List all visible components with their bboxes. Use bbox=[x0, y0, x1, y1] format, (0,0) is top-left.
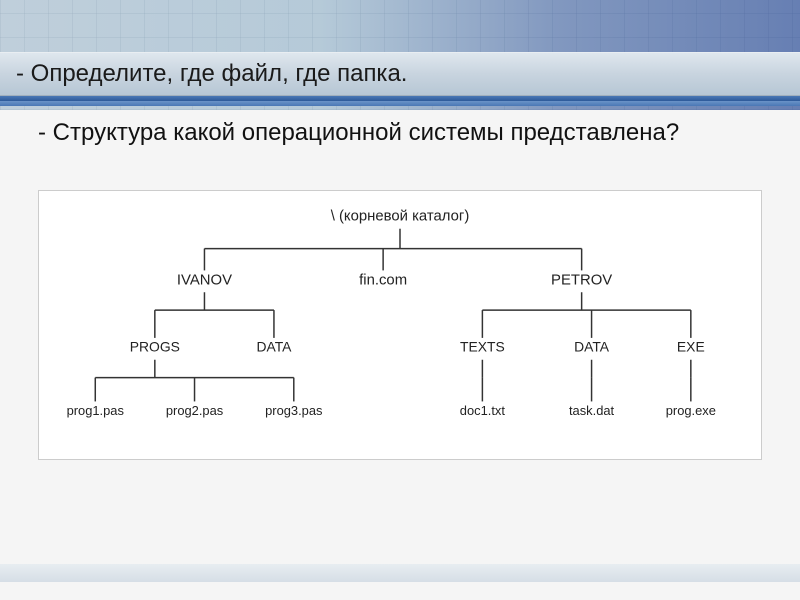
tree-node-label: prog3.pas bbox=[265, 403, 322, 418]
tree-node-label: \ (корневой каталог) bbox=[331, 209, 470, 225]
tree-node-label: prog.exe bbox=[666, 403, 716, 418]
tree-node-label: EXE bbox=[677, 339, 705, 355]
subtitle-text: - Структура какой операционной системы п… bbox=[38, 118, 758, 148]
tree-node-label: IVANOV bbox=[177, 272, 232, 288]
tree-node-label: DATA bbox=[574, 339, 610, 355]
page-title: - Определите, где файл, где папка. bbox=[16, 60, 407, 88]
file-tree-diagram: \ (корневой каталог) IVANOV fin.com PETROV P… bbox=[38, 190, 762, 460]
tree-node-label: PETROV bbox=[551, 272, 612, 288]
header-stripe bbox=[0, 101, 800, 106]
tree-node-label: prog1.pas bbox=[67, 403, 124, 418]
title-bar: - Определите, где файл, где папка. bbox=[0, 52, 800, 96]
tree-node-label: task.dat bbox=[569, 403, 615, 418]
tree-svg: \ (корневой каталог) IVANOV fin.com PETROV P… bbox=[39, 191, 761, 459]
footer-band bbox=[0, 564, 800, 582]
tree-node-label: TEXTS bbox=[460, 339, 505, 355]
tree-node-label: PROGS bbox=[130, 339, 180, 355]
tree-node-label: doc1.txt bbox=[460, 403, 506, 418]
tree-node-label: prog2.pas bbox=[166, 403, 223, 418]
tree-node-label: fin.com bbox=[359, 272, 407, 288]
tree-node-label: DATA bbox=[256, 339, 292, 355]
